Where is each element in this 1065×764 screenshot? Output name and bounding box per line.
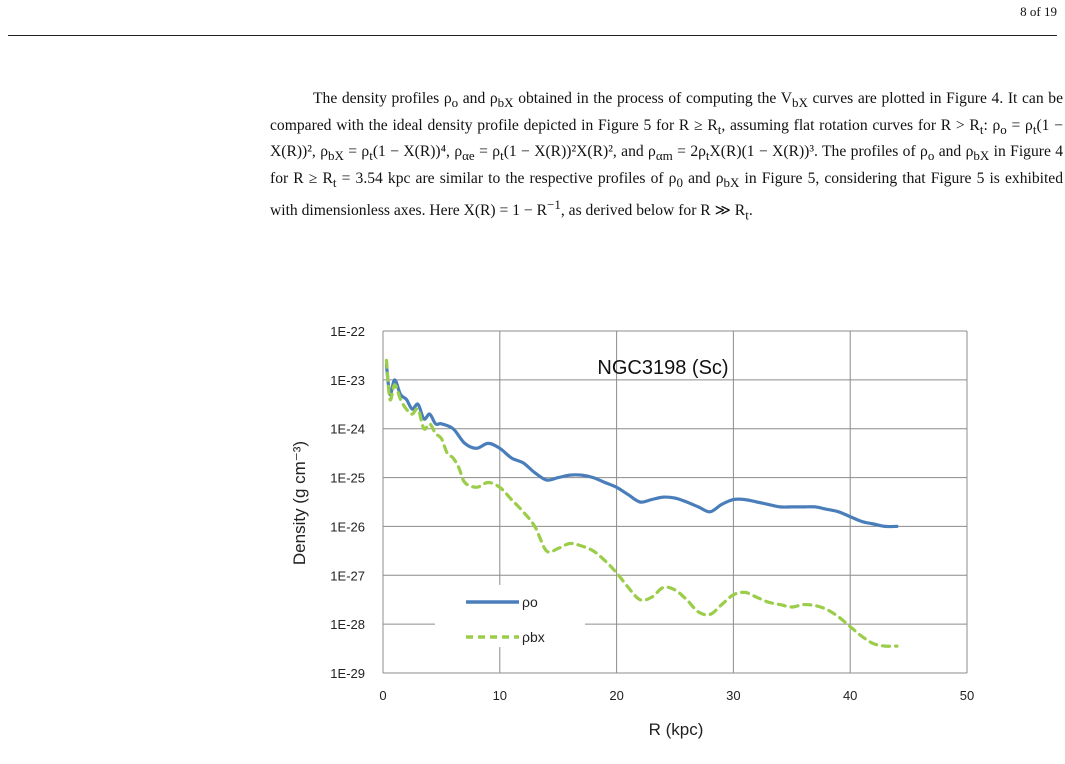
body-paragraph: The density profiles ρo and ρbX obtained…	[270, 88, 1063, 227]
header-rule	[8, 35, 1057, 36]
legend-background	[435, 585, 585, 647]
legend-label-rho-o: ρo	[522, 594, 538, 610]
x-tick-label: 50	[960, 688, 974, 703]
chart-title: NGC3198 (Sc)	[597, 357, 728, 379]
x-tick-label: 0	[379, 688, 386, 703]
page-number: 8 of 19	[1020, 4, 1057, 19]
x-tick-label: 20	[609, 688, 623, 703]
y-tick-label: 1E-25	[330, 471, 365, 486]
series-line-rho-bx	[384, 358, 899, 648]
y-tick-label: 1E-26	[330, 519, 365, 534]
y-tick-label: 1E-22	[330, 324, 365, 339]
x-tick-label: 40	[843, 688, 857, 703]
x-tick-label: 10	[493, 688, 507, 703]
paragraph-text: The density profiles ρo and ρbX obtained…	[270, 90, 1064, 223]
legend-label-rho-bx: ρbx	[522, 629, 545, 645]
chart-ticks: 1E-22 1E-23 1E-24 1E-25 1E-26 1E-27 1E-28 1E-29…	[330, 324, 974, 703]
y-tick-label: 1E-27	[330, 568, 365, 583]
y-tick-label: 1E-23	[330, 373, 365, 388]
series-line-rho-o	[384, 363, 899, 529]
chart-series	[384, 358, 899, 648]
chart-axes	[382, 331, 967, 674]
x-axis-title: R (kpc)	[649, 720, 704, 739]
x-tick-label: 30	[726, 688, 740, 703]
y-tick-label: 1E-24	[330, 422, 365, 437]
y-axis-title: Density (g cm⁻³)	[290, 441, 309, 565]
chart-grid	[383, 330, 968, 674]
y-tick-label: 1E-28	[330, 617, 365, 632]
y-tick-label: 1E-29	[330, 666, 365, 681]
chart-legend: ρo ρbx	[435, 585, 585, 647]
